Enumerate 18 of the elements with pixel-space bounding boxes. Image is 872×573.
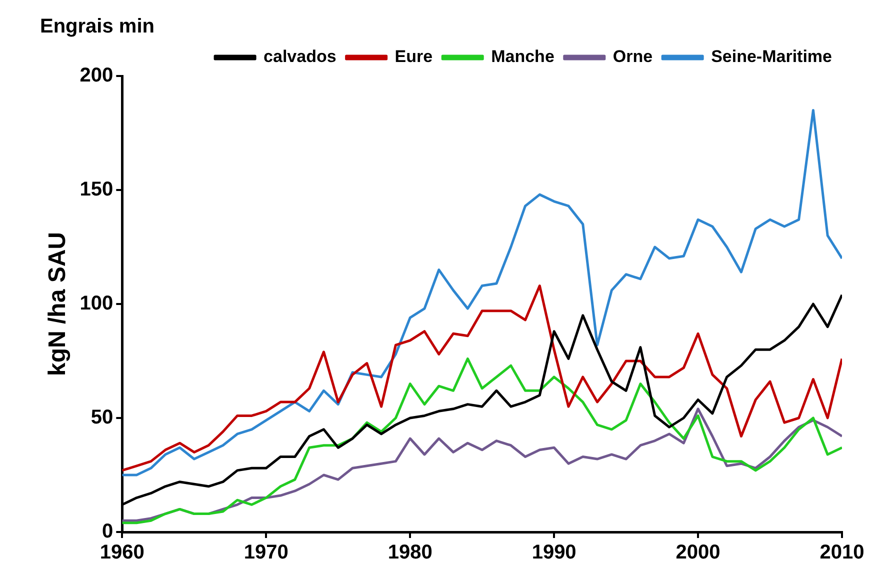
- legend-label: Seine-Maritime: [711, 47, 832, 66]
- legend-label: Orne: [612, 47, 653, 66]
- legend-label: calvados: [264, 47, 336, 66]
- y-tick-label: 200: [80, 64, 114, 87]
- x-tick-label: 1980: [388, 542, 432, 564]
- legend-label: Eure: [394, 47, 433, 66]
- x-tick-label: 1970: [244, 542, 288, 564]
- y-tick-label: 50: [90, 406, 114, 429]
- x-tick-label: 2000: [676, 542, 720, 564]
- x-tick-label: 1960: [100, 542, 144, 564]
- y-tick-label: 0: [102, 520, 114, 543]
- y-axis-title: kgN /ha SAU: [44, 232, 72, 376]
- chart-title: Engrais min: [40, 16, 154, 38]
- y-tick-label: 100: [80, 292, 114, 315]
- x-tick-label: 2010: [820, 542, 864, 564]
- x-tick-label: 1990: [532, 542, 576, 564]
- legend-label: Manche: [491, 47, 554, 66]
- y-tick-label: 150: [80, 178, 114, 201]
